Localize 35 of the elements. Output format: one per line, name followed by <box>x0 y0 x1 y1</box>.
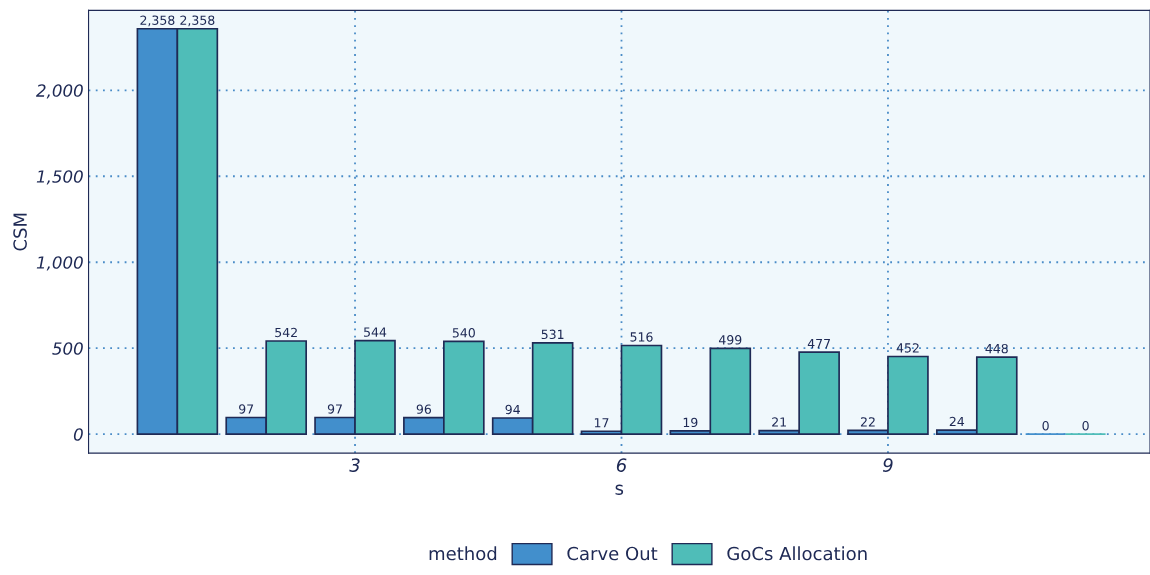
x-tick-label: 3 <box>349 458 360 472</box>
x-tick-label: 6 <box>616 458 627 472</box>
data-label: 477 <box>807 339 830 349</box>
data-label: 544 <box>364 327 387 337</box>
data-label: 540 <box>452 328 475 338</box>
data-label: 0 <box>1042 420 1049 431</box>
y-axis-title: CSM <box>13 213 27 251</box>
data-label: 94 <box>505 404 520 415</box>
data-label: 452 <box>896 343 919 353</box>
legend-label: GoCs Allocation <box>727 546 867 561</box>
data-label: 0 <box>1082 420 1089 431</box>
y-tick-label: 500 <box>52 342 83 355</box>
data-label: 19 <box>683 417 698 428</box>
data-label: 2,358 <box>180 15 215 27</box>
data-label: 97 <box>327 404 342 414</box>
data-label: 516 <box>630 332 653 342</box>
x-tick-label: 9 <box>883 458 893 472</box>
y-tick-label: 0 <box>73 428 83 441</box>
y-tick-label: 1,500 <box>36 170 83 185</box>
x-axis-title: s <box>615 484 624 495</box>
data-label: 448 <box>985 343 1008 354</box>
data-label: 17 <box>594 418 609 428</box>
y-tick-label: 2,000 <box>36 84 83 99</box>
legend-title: method <box>429 546 497 561</box>
data-label: 97 <box>239 404 254 414</box>
data-label: 96 <box>416 404 432 414</box>
legend-label: Carve Out <box>567 546 658 561</box>
data-label: 24 <box>949 416 965 427</box>
data-label: 2,358 <box>140 15 175 27</box>
data-label: 531 <box>541 329 564 340</box>
data-label: 499 <box>718 335 742 345</box>
data-label: 542 <box>275 327 297 338</box>
data-label: 22 <box>860 417 875 427</box>
y-tick-label: 1,000 <box>36 256 83 271</box>
data-label: 21 <box>772 417 786 427</box>
